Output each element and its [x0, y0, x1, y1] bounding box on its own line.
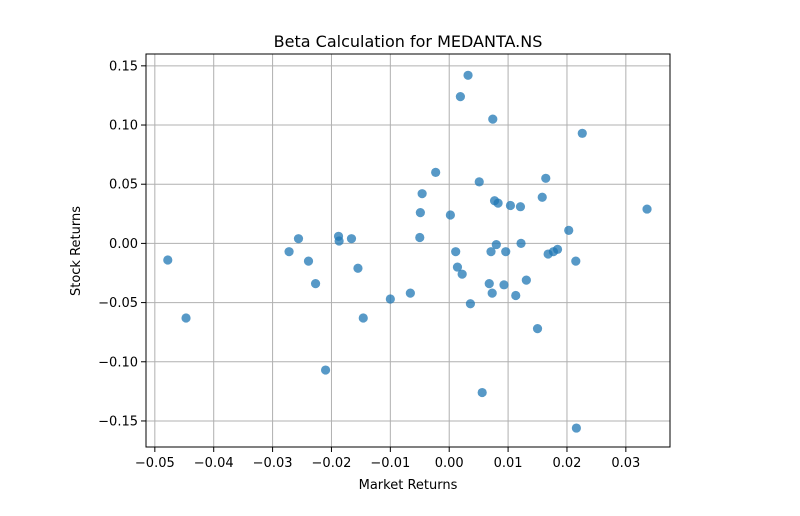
scatter-point: [181, 313, 191, 323]
scatter-point: [487, 288, 497, 298]
scatter-point: [465, 299, 476, 309]
x-tick-label: 0.03: [611, 456, 640, 471]
scatter-point: [516, 238, 526, 248]
scatter-point: [417, 189, 427, 199]
x-tick-label: 0.01: [494, 456, 523, 471]
scatter-point: [415, 232, 425, 243]
scatter-point: [537, 192, 547, 202]
y-tick-label: 0.15: [109, 59, 138, 74]
x-axis-label: Market Returns: [359, 478, 458, 493]
scatter-point: [293, 234, 304, 244]
scatter-point: [334, 236, 344, 246]
y-tick-label: 0.05: [109, 178, 138, 193]
scatter-point: [474, 177, 484, 187]
ticks-layer: −0.05 −0.04 −0.03 −0.02 −0.01 0.00 0.01 0.02 0.0…: [98, 59, 640, 471]
plot-frame: [145, 53, 671, 448]
scatter-point: [451, 247, 461, 257]
scatter-point: [515, 202, 526, 212]
scatter-point: [445, 210, 455, 220]
grid-layer: [146, 54, 670, 447]
scatter-point: [532, 324, 543, 334]
scatter-point: [353, 263, 363, 273]
scatter-point: [501, 247, 511, 257]
scatter-point: [493, 198, 503, 208]
scatter-point: [405, 288, 415, 298]
y-tick-label: 0.10: [109, 119, 138, 134]
scatter-point: [571, 423, 581, 433]
scatter-point: [552, 244, 563, 254]
scatter-point: [499, 280, 509, 290]
y-tick-label: −0.10: [98, 355, 138, 370]
scatter-point: [455, 92, 465, 102]
scatter-point: [358, 313, 368, 323]
scatter-point: [477, 387, 487, 398]
scatter-point: [541, 173, 551, 183]
x-tick-label: 0.02: [552, 456, 581, 471]
scatter-point: [521, 275, 531, 285]
y-tick-label: −0.15: [98, 414, 138, 429]
y-tick-label: −0.05: [98, 296, 138, 311]
scatter-point: [463, 70, 473, 80]
scatter-point: [452, 262, 463, 272]
scatter-point: [457, 269, 467, 279]
x-tick-label: −0.05: [135, 456, 175, 471]
scatter-point: [310, 279, 321, 289]
scatter-point: [571, 256, 581, 266]
x-tick-label: −0.04: [194, 456, 234, 471]
scatter-point: [511, 290, 521, 301]
scatter-point: [486, 247, 496, 257]
x-tick-label: −0.01: [370, 456, 410, 471]
points-layer: [163, 70, 652, 433]
y-tick-label: 0.00: [109, 237, 138, 252]
scatter-point: [385, 294, 395, 304]
scatter-point: [505, 200, 516, 211]
scatter-point: [303, 256, 314, 266]
scatter-point: [488, 114, 498, 124]
y-axis-label: Stock Returns: [69, 206, 84, 296]
scatter-point: [284, 247, 294, 257]
scatter-point: [415, 208, 425, 218]
scatter-point: [564, 225, 574, 235]
scatter-point: [346, 234, 357, 244]
scatter-point: [642, 204, 652, 214]
x-tick-label: −0.03: [253, 456, 293, 471]
scatter-point: [484, 279, 494, 289]
scatter-point: [491, 239, 501, 250]
scatter-point: [163, 255, 173, 265]
scatter-point: [320, 365, 331, 375]
scatter-point: [431, 167, 441, 177]
x-tick-label: 0.00: [435, 456, 464, 471]
scatter-point: [577, 128, 587, 138]
chart-title: Beta Calculation for MEDANTA.NS: [274, 32, 543, 51]
x-tick-label: −0.02: [312, 456, 352, 471]
